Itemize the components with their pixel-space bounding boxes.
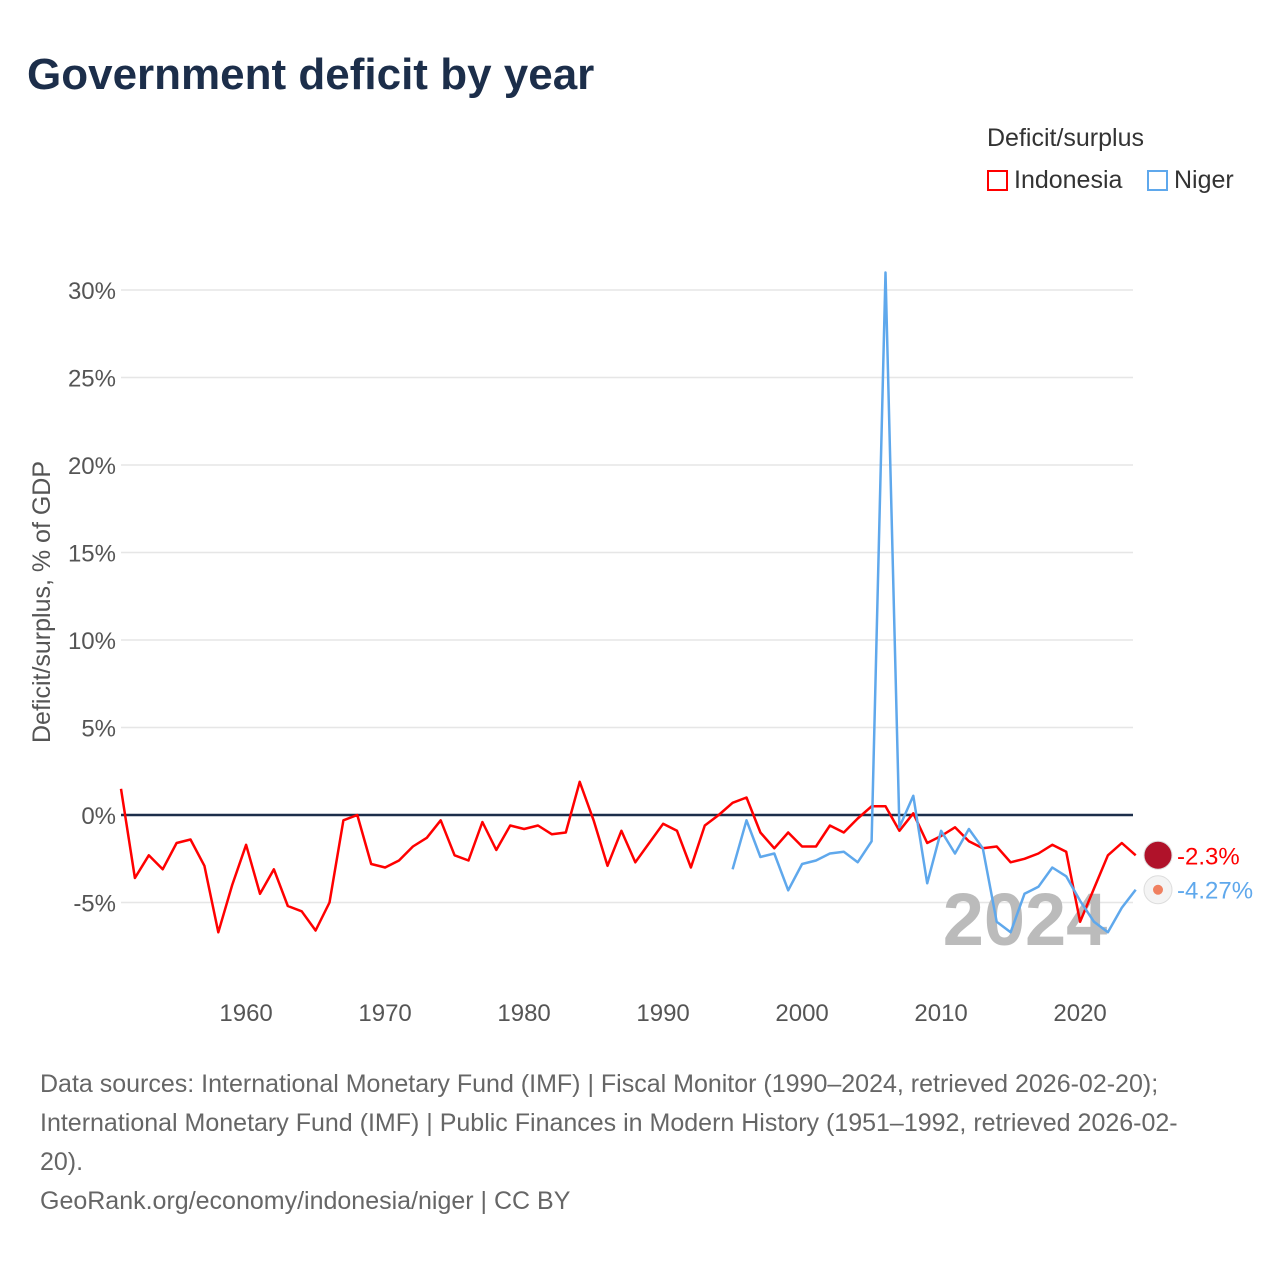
y-tick-label: 30%: [68, 278, 116, 305]
plot-area: -5% 0% 5% 10% 15% 20% 25% 30% 1960 1970 1980 1990 20…: [28, 271, 1253, 1027]
x-tick-label: 1960: [219, 1000, 272, 1027]
legend-swatch-indonesia: [987, 170, 1008, 191]
footer-source-2: International Monetary Fund (IMF) | Publ…: [40, 1109, 1178, 1137]
chart-title: Government deficit by year: [27, 50, 595, 99]
series-line-indonesia: [119, 780, 1137, 934]
x-tick-label: 1990: [636, 1000, 689, 1027]
footer-source-3: 20).: [40, 1148, 84, 1176]
flag-marker-indonesia: [1143, 840, 1173, 870]
y-tick-label: -5%: [73, 891, 116, 918]
x-tick-label: 1980: [497, 1000, 550, 1027]
end-label-niger: -4.27%: [1177, 878, 1253, 905]
footer-source-1: Data sources: International Monetary Fun…: [40, 1070, 1159, 1098]
x-tick-label: 2010: [914, 1000, 967, 1027]
y-axis-label: Deficit/surplus, % of GDP: [28, 461, 56, 743]
legend-label-niger: Niger: [1174, 166, 1234, 194]
y-tick-label: 25%: [68, 366, 116, 393]
series-line-niger: [731, 271, 1137, 934]
legend-item-indonesia[interactable]: Indonesia: [987, 166, 1122, 195]
y-tick-label: 10%: [68, 628, 116, 655]
legend-item-niger[interactable]: Niger: [1147, 166, 1234, 195]
year-watermark: 2024: [943, 878, 1108, 961]
y-tick-label: 5%: [81, 716, 116, 743]
x-tick-label: 2020: [1053, 1000, 1106, 1027]
footer-attribution[interactable]: GeoRank.org/economy/indonesia/niger | CC…: [40, 1187, 571, 1215]
x-tick-label: 1970: [358, 1000, 411, 1027]
end-label-indonesia: -2.3%: [1177, 843, 1240, 870]
y-tick-label: 20%: [68, 453, 116, 480]
legend-swatch-niger: [1147, 170, 1168, 191]
legend-title: Deficit/surplus: [987, 124, 1144, 152]
y-tick-label: 0%: [81, 803, 116, 830]
x-tick-label: 2000: [775, 1000, 828, 1027]
legend-label-indonesia: Indonesia: [1014, 166, 1123, 194]
flag-emblem: [1153, 884, 1163, 895]
y-tick-label: 15%: [68, 541, 116, 568]
